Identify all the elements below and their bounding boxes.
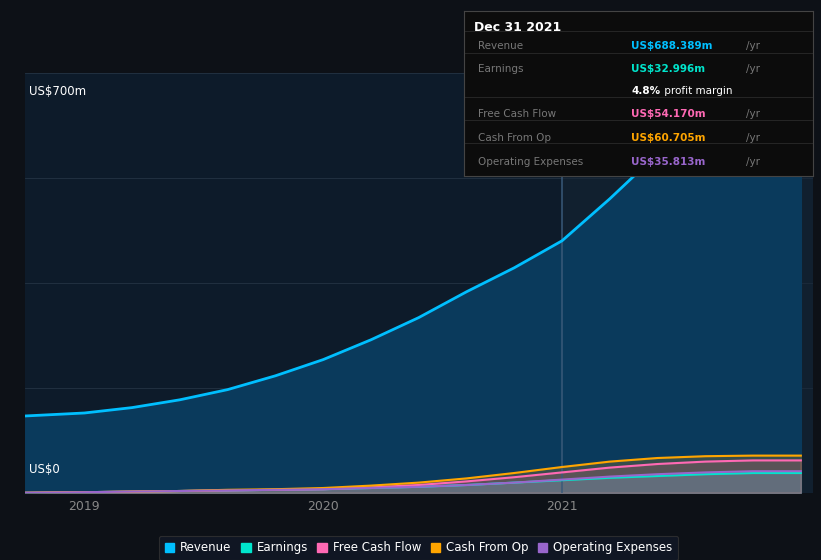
Text: Revenue: Revenue	[478, 41, 523, 51]
Text: US$60.705m: US$60.705m	[631, 133, 706, 143]
Text: /yr: /yr	[746, 41, 760, 51]
Text: /yr: /yr	[746, 157, 760, 166]
Text: Dec 31 2021: Dec 31 2021	[475, 21, 562, 34]
Text: US$700m: US$700m	[29, 86, 85, 99]
Text: US$0: US$0	[29, 463, 59, 476]
Text: US$54.170m: US$54.170m	[631, 109, 706, 119]
Text: Operating Expenses: Operating Expenses	[478, 157, 583, 166]
Text: US$32.996m: US$32.996m	[631, 64, 705, 74]
Legend: Revenue, Earnings, Free Cash Flow, Cash From Op, Operating Expenses: Revenue, Earnings, Free Cash Flow, Cash …	[159, 535, 678, 560]
Text: US$35.813m: US$35.813m	[631, 157, 706, 166]
Text: /yr: /yr	[746, 133, 760, 143]
Text: Earnings: Earnings	[478, 64, 523, 74]
Bar	[562, 73, 813, 493]
Text: /yr: /yr	[746, 64, 760, 74]
Text: Cash From Op: Cash From Op	[478, 133, 551, 143]
Text: US$688.389m: US$688.389m	[631, 41, 713, 51]
Text: /yr: /yr	[746, 109, 760, 119]
Text: Free Cash Flow: Free Cash Flow	[478, 109, 556, 119]
Text: profit margin: profit margin	[661, 86, 732, 96]
Text: 4.8%: 4.8%	[631, 86, 660, 96]
